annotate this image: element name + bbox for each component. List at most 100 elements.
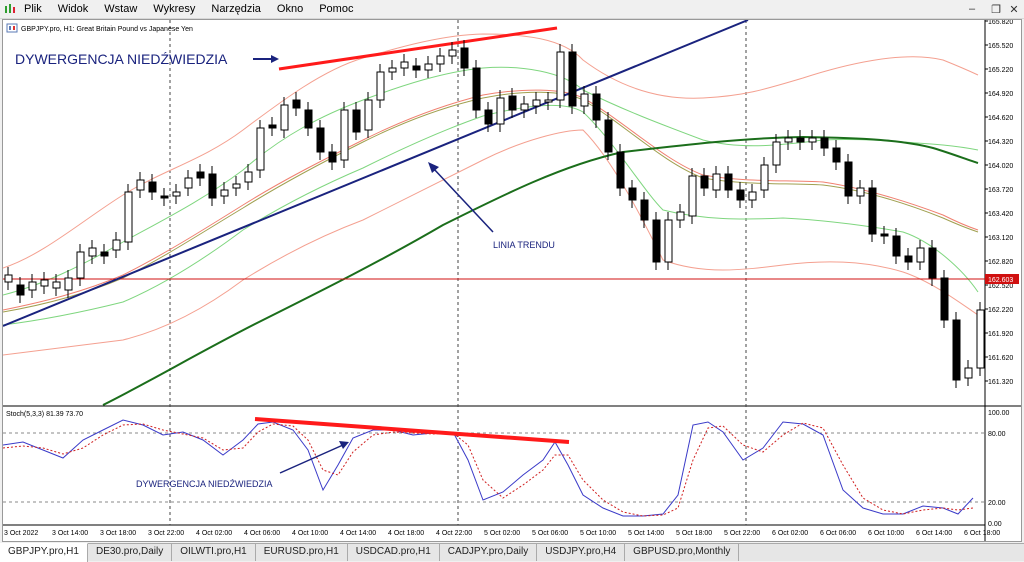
tab-usdjpy[interactable]: USDJPY.pro,H4 xyxy=(537,544,626,561)
menu-okno[interactable]: Okno xyxy=(276,3,304,15)
stochastic-panel: Stoch(5,3,3) 81.39 73.70 100.00 80.00 20… xyxy=(2,410,1010,528)
time-tick-label: 6 Oct 10:00 xyxy=(868,530,904,537)
candle-body xyxy=(292,99,301,109)
candle-body xyxy=(976,309,985,369)
candle-body xyxy=(280,104,289,131)
price-tick-label: 165.520 xyxy=(988,43,1013,50)
trend-line-label: LINIA TRENDU xyxy=(493,240,555,250)
candle-body xyxy=(244,171,253,183)
restore-icon[interactable]: ❐ xyxy=(991,3,1001,16)
candle-body xyxy=(580,93,589,107)
minimize-icon[interactable]: – xyxy=(968,3,976,15)
menu-pomoc[interactable]: Pomoc xyxy=(319,3,354,15)
candle-body xyxy=(364,99,373,131)
stoch-label-80: 80.00 xyxy=(988,431,1006,438)
candle-body xyxy=(88,247,97,257)
candle-body xyxy=(940,277,949,321)
candle-body xyxy=(952,319,961,381)
chart-title: GBPJPY.pro, H1: Great Britain Pound vs J… xyxy=(21,26,193,33)
time-tick-label: 6 Oct 02:00 xyxy=(772,530,808,537)
candle-body xyxy=(796,137,805,143)
candle-body xyxy=(892,235,901,257)
candle-body xyxy=(316,127,325,153)
candle-body xyxy=(880,233,889,237)
price-tick-label: 164.620 xyxy=(988,115,1013,122)
candle-body xyxy=(712,173,721,191)
candle-body xyxy=(412,65,421,71)
menu-narzedzia[interactable]: Narzędzia xyxy=(211,3,261,15)
candle-body xyxy=(664,219,673,263)
candle-body xyxy=(556,51,565,101)
candle-body xyxy=(76,251,85,279)
price-tick-label: 164.020 xyxy=(988,163,1013,170)
candle-body xyxy=(16,284,25,296)
candle-body xyxy=(532,99,541,107)
price-chart-svg[interactable]: GBPJPY.pro, H1: Great Britain Pound vs J… xyxy=(2,19,1021,541)
candle-body xyxy=(592,93,601,121)
tab-eurusd[interactable]: EURUSD.pro,H1 xyxy=(256,544,348,561)
candle-body xyxy=(28,281,37,291)
price-tick-label: 164.920 xyxy=(988,91,1013,98)
chart-header: GBPJPY.pro, H1: Great Britain Pound vs J… xyxy=(6,23,193,33)
time-tick-label: 3 Oct 14:00 xyxy=(52,530,88,537)
time-tick-label: 4 Oct 14:00 xyxy=(340,530,376,537)
candle-body xyxy=(508,95,517,111)
tab-oilwti[interactable]: OILWTI.pro,H1 xyxy=(172,544,256,561)
trend-arrow xyxy=(432,167,494,233)
candle-body xyxy=(772,141,781,166)
candle-body xyxy=(544,99,553,103)
menu-bar: Plik Widok Wstaw Wykresy Narzędzia Okno … xyxy=(0,0,1024,19)
chart-tabs: GBPJPY.pro,H1 DE30.pro,Daily OILWTI.pro,… xyxy=(0,543,1024,562)
menu-plik[interactable]: Plik xyxy=(24,3,42,15)
time-tick-label: 3 Oct 2022 xyxy=(4,530,38,537)
candle-body xyxy=(52,281,61,289)
arrow-head-top xyxy=(271,55,279,63)
candle-body xyxy=(916,247,925,263)
tab-de30[interactable]: DE30.pro,Daily xyxy=(88,544,173,561)
tab-gbpusd[interactable]: GBPUSD.pro,Monthly xyxy=(625,544,740,561)
candle-body xyxy=(436,55,445,65)
candle-body xyxy=(616,151,625,189)
time-axis: 3 Oct 2022 3 Oct 14:00 3 Oct 18:00 3 Oct 22… xyxy=(4,530,1000,537)
candle-body xyxy=(724,173,733,191)
time-tick-label: 5 Oct 18:00 xyxy=(676,530,712,537)
price-tick-label: 165.220 xyxy=(988,67,1013,74)
candle-body xyxy=(520,103,529,111)
tab-cadjpy[interactable]: CADJPY.pro,Daily xyxy=(440,544,538,561)
candle-body xyxy=(304,109,313,129)
candle-body xyxy=(856,187,865,197)
menu-wykresy[interactable]: Wykresy xyxy=(153,3,196,15)
candle-body xyxy=(256,127,265,171)
chart-window[interactable]: GBPJPY.pro, H1: Great Britain Pound vs J… xyxy=(2,19,1022,542)
stoch-label-0: 0.00 xyxy=(988,521,1002,528)
price-panel xyxy=(3,20,985,405)
candle-body xyxy=(208,173,217,199)
price-tick-label: 163.420 xyxy=(988,211,1013,218)
time-tick-label: 3 Oct 22:00 xyxy=(148,530,184,537)
candle-body xyxy=(640,199,649,221)
menu-widok[interactable]: Widok xyxy=(57,3,89,15)
menu-wstaw[interactable]: Wstaw xyxy=(104,3,138,15)
divergence-label-top: DYWERGENCJA NIEDŹWIEDZIA xyxy=(15,51,228,67)
time-tick-label: 4 Oct 02:00 xyxy=(196,530,232,537)
candle-body xyxy=(184,177,193,189)
time-tick-label: 6 Oct 18:00 xyxy=(964,530,1000,537)
candle-body xyxy=(472,67,481,111)
divergence-arrow-stoch xyxy=(279,444,344,474)
tab-usdcad[interactable]: USDCAD.pro,H1 xyxy=(348,544,440,561)
stoch-header: Stoch(5,3,3) 81.39 73.70 xyxy=(6,411,83,418)
candle-body xyxy=(400,61,409,69)
stoch-label-100: 100.00 xyxy=(988,410,1010,417)
current-price-badge xyxy=(985,274,1019,284)
candles xyxy=(4,40,985,388)
candle-body xyxy=(760,164,769,191)
candle-body xyxy=(832,147,841,163)
candle-body xyxy=(496,97,505,125)
tab-gbpjpy[interactable]: GBPJPY.pro,H1 xyxy=(0,543,88,562)
close-icon[interactable]: ✕ xyxy=(1009,3,1019,16)
arrow-head-stoch xyxy=(339,441,349,449)
price-tick-label: 161.320 xyxy=(988,379,1013,386)
candle-body xyxy=(112,239,121,251)
price-tick-label: 162.820 xyxy=(988,259,1013,266)
stoch-divergence-line xyxy=(254,417,570,444)
